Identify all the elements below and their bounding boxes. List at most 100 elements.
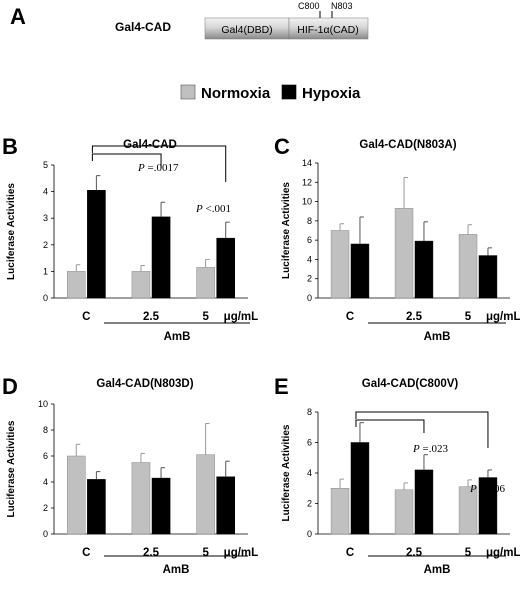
y-tick-label: 2 xyxy=(307,274,312,284)
y-tick-label: 6 xyxy=(43,451,48,461)
y-axis-label: Luciferase Activities xyxy=(281,424,292,521)
x-tick-label: 5 xyxy=(465,547,472,559)
p-symbol: P xyxy=(137,162,145,174)
bar-normoxia xyxy=(66,271,86,299)
unit-label: μg/mL xyxy=(224,311,259,323)
x-tick-label: 5 xyxy=(202,547,209,559)
y-tick-label: 5 xyxy=(43,160,48,170)
p-symbol: P xyxy=(469,483,477,495)
y-tick-label: 2 xyxy=(43,503,48,513)
y-axis-label: Luciferase Activities xyxy=(6,420,17,517)
y-tick-label: 10 xyxy=(302,197,312,207)
unit-label: μg/mL xyxy=(486,547,520,559)
x-tick-label: C xyxy=(82,311,90,323)
dbd-domain-label: Gal4(DBD) xyxy=(221,24,272,36)
y-tick-label: 8 xyxy=(307,216,312,226)
y-tick-label: 12 xyxy=(302,177,312,187)
y-tick-label: 3 xyxy=(43,213,48,223)
group-label: AmB xyxy=(163,564,190,576)
panel-letter: B xyxy=(2,134,18,159)
panel-letter: C xyxy=(274,134,290,159)
bar-hypoxia xyxy=(87,190,106,299)
y-tick-label: 8 xyxy=(307,407,312,417)
unit-label: μg/mL xyxy=(224,547,259,559)
p-value-label: P <.001 xyxy=(195,203,231,215)
p-value: <.001 xyxy=(203,203,231,215)
bar-normoxia xyxy=(330,230,350,299)
bar-hypoxia xyxy=(414,469,434,535)
x-tick-label: 2.5 xyxy=(406,311,423,323)
bar-hypoxia xyxy=(216,476,236,535)
chart-title: Gal4-CAD xyxy=(123,139,177,151)
y-axis-label: Luciferase Activities xyxy=(281,182,292,279)
y-tick-label: 4 xyxy=(307,468,312,478)
cad-domain-box xyxy=(288,17,369,40)
p-value: =.023 xyxy=(420,443,449,455)
chart-title: Gal4-CAD(C800V) xyxy=(362,378,459,390)
bar-hypoxia xyxy=(478,255,498,299)
p-symbol: P xyxy=(195,203,203,215)
y-tick-label: 8 xyxy=(43,425,48,435)
x-tick-label: 2.5 xyxy=(143,311,160,323)
x-tick-label: 2.5 xyxy=(406,547,423,559)
bar-normoxia xyxy=(394,489,414,535)
group-label: AmB xyxy=(164,331,191,343)
y-tick-label: 0 xyxy=(307,293,312,303)
p-value: =.0017 xyxy=(145,162,179,174)
p-value-label: P =.0017 xyxy=(137,162,179,174)
p-symbol: P xyxy=(412,443,420,455)
y-tick-label: 4 xyxy=(43,477,48,487)
chart-title: Gal4-CAD(N803A) xyxy=(359,139,456,151)
significance-bracket xyxy=(91,145,227,182)
bar-normoxia xyxy=(131,462,151,535)
bar-hypoxia xyxy=(87,479,106,535)
y-tick-label: 0 xyxy=(43,293,48,303)
bar-normoxia xyxy=(330,488,350,535)
bar-hypoxia xyxy=(151,477,171,535)
chart-e: E Gal4-CAD(C800V) Luciferase Activities 0 2 4… xyxy=(274,374,520,576)
y-tick-label: 14 xyxy=(302,158,312,168)
bar-normoxia xyxy=(131,271,151,299)
x-tick-label: 2.5 xyxy=(143,547,160,559)
bar-hypoxia xyxy=(350,243,370,299)
y-tick-label: 2 xyxy=(307,499,312,509)
legend-hypoxia-swatch xyxy=(281,84,297,100)
group-label: AmB xyxy=(424,564,451,576)
y-tick-label: 0 xyxy=(43,529,48,539)
chart-b: B Gal4-CAD Luciferase Activities 0 1 2 3 4 5 C 2.5… xyxy=(2,134,258,343)
p-value: =.006 xyxy=(477,483,506,495)
chart-title: Gal4-CAD(N803D) xyxy=(96,378,193,390)
y-tick-label: 2 xyxy=(43,240,48,250)
site-label-n803: N803 xyxy=(331,1,353,11)
significance-bracket xyxy=(355,419,425,433)
y-tick-label: 4 xyxy=(307,254,312,264)
y-axis-label: Luciferase Activities xyxy=(6,183,17,280)
construct-name: Gal4-CAD xyxy=(115,20,171,34)
y-tick-label: 4 xyxy=(43,187,48,197)
significance-bracket xyxy=(91,153,162,168)
bar-hypoxia xyxy=(216,237,236,299)
cad-domain-label: HIF-1α(CAD) xyxy=(297,24,358,36)
construct-panel: A Gal4-CAD Gal4(DBD) HIF-1α(CAD) C800 N8… xyxy=(10,1,369,40)
y-tick-label: 10 xyxy=(38,399,48,409)
x-tick-label: 5 xyxy=(202,311,209,323)
legend: Normoxia Hypoxia xyxy=(180,84,361,102)
y-tick-label: 1 xyxy=(43,266,48,276)
x-tick-label: C xyxy=(346,547,354,559)
legend-hypoxia-label: Hypoxia xyxy=(302,85,361,102)
x-tick-label: 5 xyxy=(465,311,472,323)
legend-normoxia-label: Normoxia xyxy=(201,85,271,102)
panel-letter: E xyxy=(274,374,289,399)
panel-letter: D xyxy=(2,374,18,399)
x-tick-label: C xyxy=(82,547,90,559)
y-tick-label: 0 xyxy=(307,529,312,539)
y-tick-label: 6 xyxy=(307,438,312,448)
bar-normoxia xyxy=(196,454,215,535)
site-label-c800: C800 xyxy=(298,1,320,11)
group-label: AmB xyxy=(424,331,451,343)
bar-normoxia xyxy=(458,234,478,299)
significance-bracket xyxy=(355,411,489,448)
p-value-label: P =.023 xyxy=(412,443,448,455)
